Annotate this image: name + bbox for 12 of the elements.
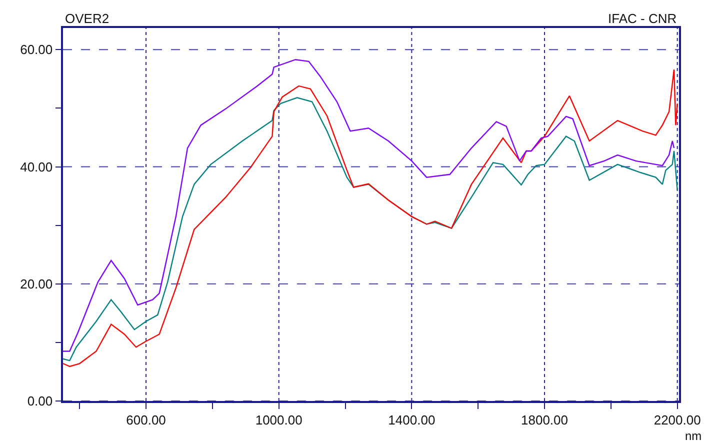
x-tick-label: 600.00 bbox=[126, 412, 166, 428]
x-tick-label: 2200.00 bbox=[654, 412, 701, 428]
x-tick-label: 1800.00 bbox=[521, 412, 568, 428]
text: IFAC - CNR bbox=[608, 11, 677, 26]
x-tick-label: 1400.00 bbox=[388, 412, 436, 428]
y-tick-label: 20.00 bbox=[20, 276, 53, 292]
y-tick-label: 40.00 bbox=[20, 159, 53, 174]
y-tick-label: 0.00 bbox=[27, 394, 53, 409]
chart-title: OVER2 bbox=[65, 11, 110, 26]
x-tick-label: 1000.00 bbox=[255, 412, 302, 428]
y-tick-label: 60.00 bbox=[20, 42, 53, 58]
x-axis-title: nm bbox=[685, 429, 702, 443]
